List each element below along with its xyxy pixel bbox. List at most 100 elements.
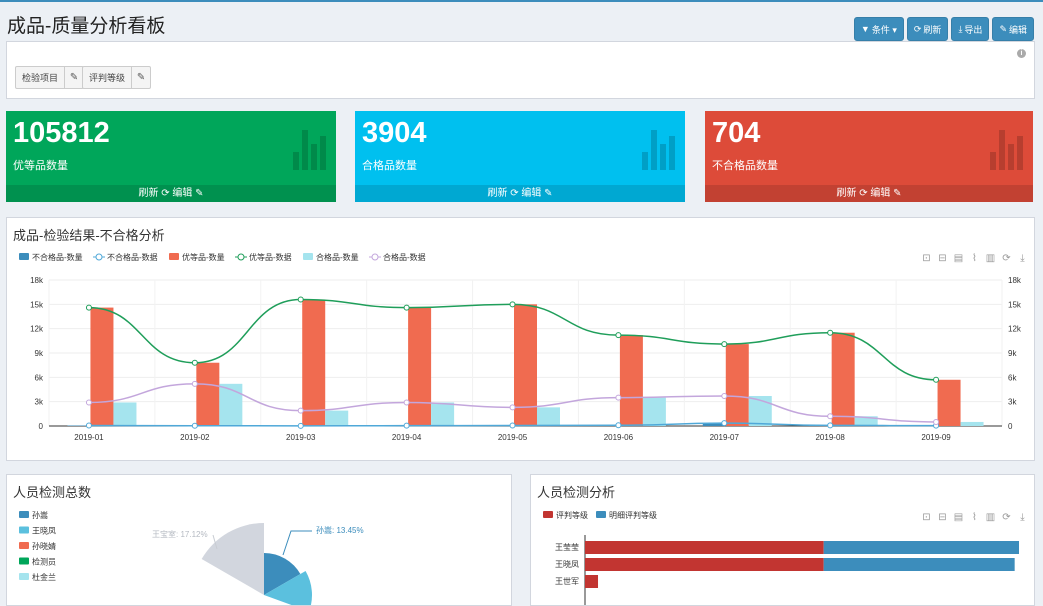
- legend-swatch[interactable]: [19, 511, 29, 518]
- filter-chip-label: 评判等级: [83, 67, 132, 88]
- bar-2-7[interactable]: [832, 333, 855, 426]
- line-point-3-2[interactable]: [298, 297, 303, 302]
- line-point-3-1[interactable]: [192, 360, 197, 365]
- y-tick-label-left: 9k: [35, 349, 44, 358]
- line-point-5-1[interactable]: [192, 381, 197, 386]
- hbar-0-0[interactable]: [585, 541, 824, 554]
- inspection-chart-panel: 成品-检验结果-不合格分析 ⊡⊟▤⌇▥⟳⤓ 不合格品-数量不合格品-数据优等品-…: [6, 217, 1035, 461]
- legend-item[interactable]: 不合格品-数量: [19, 252, 83, 262]
- people-analysis-bar-chart: 评判等级明细评判等级王莹莹王晓凤王世军: [531, 475, 1034, 605]
- line-point-5-0[interactable]: [86, 400, 91, 405]
- legend-label: 优等品-数据: [249, 252, 292, 262]
- line-point-1-0[interactable]: [86, 423, 91, 428]
- line-point-3-0[interactable]: [86, 305, 91, 310]
- bar-4-0[interactable]: [113, 402, 136, 426]
- y-tick-label-right: 12k: [1008, 325, 1022, 334]
- y-tick-label-left: 18k: [30, 276, 44, 285]
- button-label: 刷新: [923, 23, 941, 36]
- hbar-0-1[interactable]: [585, 558, 824, 571]
- line-point-1-3[interactable]: [404, 423, 409, 428]
- bar-2-5[interactable]: [620, 335, 643, 426]
- edit-icon[interactable]: ✎: [132, 72, 150, 83]
- bar-4-8[interactable]: [961, 422, 984, 426]
- line-point-1-6[interactable]: [722, 421, 727, 426]
- line-point-3-7[interactable]: [828, 330, 833, 335]
- legend-swatch[interactable]: [543, 511, 553, 518]
- bar-2-8[interactable]: [938, 380, 961, 426]
- bar-4-3[interactable]: [431, 402, 454, 426]
- line-point-5-2[interactable]: [298, 408, 303, 413]
- edit-icon[interactable]: ✎: [65, 72, 83, 83]
- legend-swatch[interactable]: [19, 527, 29, 534]
- line-point-3-3[interactable]: [404, 305, 409, 310]
- stat-footer-refresh-edit[interactable]: 刷新 ⟳ 编辑 ✎: [705, 185, 1033, 202]
- export-button[interactable]: ⤓导出: [951, 17, 989, 41]
- info-icon[interactable]: i: [1017, 49, 1026, 58]
- bar-2-3[interactable]: [408, 308, 431, 426]
- legend-label: 不合格品-数量: [32, 252, 83, 262]
- page-title: 成品-质量分析看板: [7, 11, 165, 38]
- legend-label: 不合格品-数据: [107, 252, 158, 262]
- bar-2-1[interactable]: [196, 363, 219, 426]
- legend-item[interactable]: 不合格品-数据: [93, 252, 158, 262]
- x-tick-label: 2019-09: [921, 433, 951, 442]
- legend-item[interactable]: 合格品-数据: [369, 252, 426, 262]
- bar-2-6[interactable]: [726, 344, 749, 426]
- button-label: 导出: [964, 23, 982, 36]
- line-point-5-8[interactable]: [934, 419, 939, 424]
- line-point-1-2[interactable]: [298, 423, 303, 428]
- hbar-1-1[interactable]: [824, 558, 1015, 571]
- legend-item[interactable]: 合格品-数量: [303, 252, 359, 262]
- stat-label: 优等品数量: [13, 157, 68, 173]
- y-tick-label-right: 3k: [1008, 398, 1017, 407]
- legend-item[interactable]: 优等品-数据: [235, 252, 292, 262]
- legend-swatch[interactable]: [19, 558, 29, 565]
- line-point-3-4[interactable]: [510, 302, 515, 307]
- line-point-3-6[interactable]: [722, 342, 727, 347]
- legend-item[interactable]: 优等品-数量: [169, 252, 225, 262]
- filter-chip-label: 检验项目: [16, 67, 65, 88]
- line-point-5-5[interactable]: [616, 395, 621, 400]
- y-tick-label-right: 6k: [1008, 373, 1017, 382]
- bar-2-0[interactable]: [90, 308, 113, 426]
- bar-2-2[interactable]: [302, 299, 325, 426]
- refresh-button[interactable]: ⟳刷新: [907, 17, 949, 41]
- legend-swatch[interactable]: [19, 542, 29, 549]
- filter-panel: i 检验项目 ✎ 评判等级 ✎: [6, 41, 1035, 99]
- pie-slice-wangbaoshi[interactable]: [202, 523, 264, 595]
- pie-label-sunsong: 孙嵩: 13.45%: [316, 525, 364, 535]
- line-point-1-1[interactable]: [192, 423, 197, 428]
- bar-4-4[interactable]: [537, 407, 560, 426]
- stat-footer-refresh-edit[interactable]: 刷新 ⟳ 编辑 ✎: [6, 185, 336, 202]
- condition-button[interactable]: ▼条件 ▾: [854, 17, 904, 41]
- bar-chart-icon: [293, 130, 326, 170]
- hbar-1-0[interactable]: [824, 541, 1019, 554]
- legend-label: 孙嵩: [32, 510, 48, 520]
- bar-4-2[interactable]: [325, 411, 348, 426]
- x-tick-label: 2019-02: [180, 433, 210, 442]
- filter-icon: ▼: [861, 24, 870, 34]
- edit-button[interactable]: ✎编辑: [992, 17, 1034, 41]
- line-point-5-6[interactable]: [722, 393, 727, 398]
- line-point-3-8[interactable]: [934, 377, 939, 382]
- line-point-1-4[interactable]: [510, 423, 515, 428]
- download-icon: ⤓: [958, 24, 962, 35]
- legend-swatch[interactable]: [19, 573, 29, 580]
- bar-4-5[interactable]: [643, 398, 666, 426]
- filter-chip-grade[interactable]: 评判等级 ✎: [82, 66, 151, 89]
- line-point-5-3[interactable]: [404, 400, 409, 405]
- stat-footer-refresh-edit[interactable]: 刷新 ⟳ 编辑 ✎: [355, 185, 685, 202]
- top-accent-line: [0, 0, 1043, 2]
- line-point-5-7[interactable]: [828, 414, 833, 419]
- legend-swatch[interactable]: [596, 511, 606, 518]
- y-tick-label-left: 15k: [30, 300, 44, 309]
- stat-card-excellent: 105812 优等品数量 刷新 ⟳ 编辑 ✎: [6, 111, 336, 202]
- legend-label: 杜金兰: [32, 572, 56, 582]
- line-point-1-5[interactable]: [616, 423, 621, 428]
- line-point-1-7[interactable]: [828, 423, 833, 428]
- filter-chip-inspection-item[interactable]: 检验项目 ✎: [15, 66, 84, 89]
- line-point-3-5[interactable]: [616, 333, 621, 338]
- line-point-5-4[interactable]: [510, 405, 515, 410]
- hbar-0-2[interactable]: [585, 575, 598, 588]
